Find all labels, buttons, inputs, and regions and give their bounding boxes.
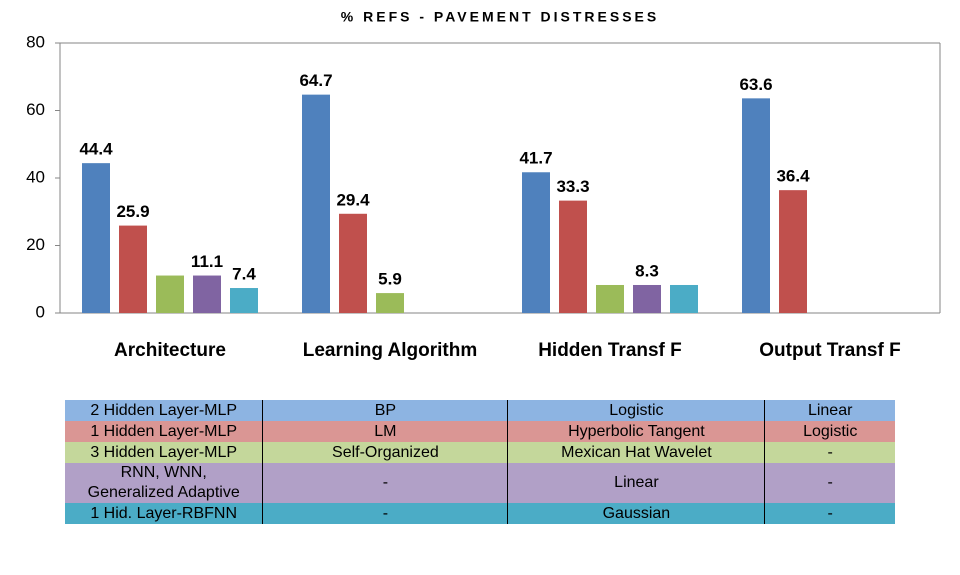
table-cell: 3 Hidden Layer-MLP xyxy=(65,442,264,463)
table-cell: BP xyxy=(262,400,509,421)
value-label: 7.4 xyxy=(232,265,256,284)
table-cell: - xyxy=(764,442,895,463)
bar xyxy=(596,284,624,313)
bar xyxy=(302,94,330,313)
legend-table: 2 Hidden Layer-MLP BP Logistic Linear 1 Hidd… xyxy=(65,400,895,524)
bar xyxy=(522,172,550,313)
table-row: 1 Hidden Layer-MLP LM Hyperbolic Tangent Lo… xyxy=(65,421,895,442)
bar xyxy=(559,200,587,313)
table-row: RNN, WNN, Generalized Adaptive - Linear - xyxy=(65,463,895,503)
y-tick-label: 20 xyxy=(26,235,45,254)
value-label: 8.3 xyxy=(635,261,659,280)
table-cell: RNN, WNN, Generalized Adaptive xyxy=(65,463,264,503)
table-cell: 1 Hid. Layer-RBFNN xyxy=(65,503,264,524)
value-label: 36.4 xyxy=(776,167,810,186)
table-cell: Linear xyxy=(507,463,766,503)
value-label: 5.9 xyxy=(378,270,402,289)
bar xyxy=(156,275,184,313)
table-cell: - xyxy=(764,463,895,503)
table-cell: Logistic xyxy=(507,400,766,421)
value-label: 63.6 xyxy=(739,75,772,94)
table-cell: Gaussian xyxy=(507,503,766,524)
table-cell: Self-Organized xyxy=(262,442,509,463)
value-label: 44.4 xyxy=(79,140,113,159)
table-row: 1 Hid. Layer-RBFNN - Gaussian - xyxy=(65,503,895,524)
bar xyxy=(633,284,661,313)
table-cell: - xyxy=(764,503,895,524)
table-row: 3 Hidden Layer-MLP Self-Organized Mexican … xyxy=(65,442,895,463)
table-cell: Linear xyxy=(764,400,895,421)
table-cell: - xyxy=(262,463,509,503)
bar xyxy=(376,293,404,313)
value-label: 64.7 xyxy=(299,71,332,90)
table-cell: Mexican Hat Wavelet xyxy=(507,442,766,463)
chart: % REFS - PAVEMENT DISTRESSES 0 20 40 60 80 Ar… xyxy=(26,9,941,361)
chart-title: % REFS - PAVEMENT DISTRESSES xyxy=(341,9,659,25)
bar xyxy=(339,213,367,313)
x-tick-label: Learning Algorithm xyxy=(303,340,478,361)
y-tick-label: 0 xyxy=(36,302,45,321)
x-tick-label: Output Transf F xyxy=(759,340,900,361)
value-label: 33.3 xyxy=(556,177,589,196)
value-label: 25.9 xyxy=(116,202,149,221)
table-cell: Logistic xyxy=(764,421,895,442)
value-label: 29.4 xyxy=(336,190,370,209)
y-tick-label: 60 xyxy=(26,100,45,119)
bar xyxy=(779,190,807,313)
value-label: 41.7 xyxy=(519,149,552,168)
bar xyxy=(119,225,147,313)
value-label: 11.1 xyxy=(191,252,223,271)
table-cell: 2 Hidden Layer-MLP xyxy=(65,400,264,421)
table-cell: LM xyxy=(262,421,509,442)
table-cell: 1 Hidden Layer-MLP xyxy=(65,421,264,442)
x-tick-label: Architecture xyxy=(114,340,226,361)
bar xyxy=(193,275,221,313)
x-tick-label: Hidden Transf F xyxy=(538,340,682,361)
y-tick-label: 40 xyxy=(26,167,45,186)
bar xyxy=(82,163,110,313)
y-tick-label: 80 xyxy=(26,32,45,51)
bar xyxy=(670,284,698,313)
table-cell: - xyxy=(262,503,509,524)
table-row: 2 Hidden Layer-MLP BP Logistic Linear xyxy=(65,400,895,421)
table-cell: Hyperbolic Tangent xyxy=(507,421,766,442)
bar xyxy=(230,288,258,313)
bar xyxy=(742,98,770,313)
